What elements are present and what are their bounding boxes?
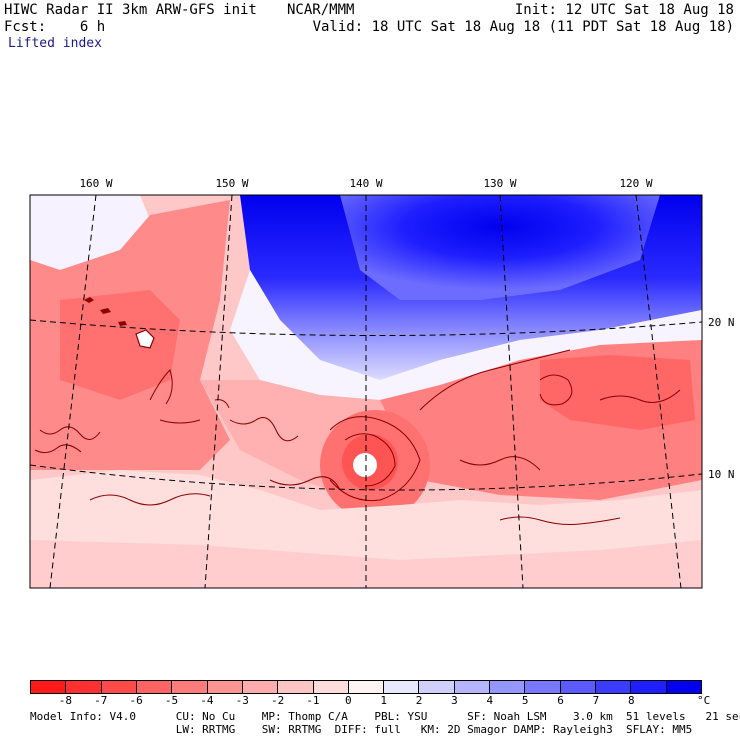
colorbar-tick-label: -8 — [58, 694, 72, 707]
colorbar-swatch — [560, 681, 596, 693]
colorbar-tick-label: -7 — [94, 694, 108, 707]
colorbar-swatch — [348, 681, 385, 693]
colorbar-swatch — [101, 681, 137, 693]
colorbar-swatch — [454, 681, 491, 693]
colorbar-tick-label: -3 — [235, 694, 249, 707]
colorbar-tick-label: -5 — [164, 694, 179, 707]
colorbar-tick-label: 7 — [592, 694, 600, 707]
li-contours — [34, 349, 681, 525]
colorbar-tick-label: -1 — [306, 694, 320, 707]
lon-label-120w: 120 W — [619, 177, 653, 190]
colorbar-tick-label: 4 — [486, 694, 494, 707]
lon-label-130w: 130 W — [483, 177, 517, 190]
colorbar-tick-label: 8 — [627, 694, 635, 707]
colorbar-swatch — [242, 681, 279, 693]
model-title: HIWC Radar II 3km ARW-GFS init — [4, 2, 257, 18]
colorbar-tick-label: 5 — [521, 694, 529, 707]
forecast-hour: Fcst: 6 h — [4, 19, 106, 35]
lon-label-160w: 160 W — [79, 177, 113, 190]
colorbar-tick-label: 3 — [451, 694, 458, 707]
colorbar-tick-label: 6 — [557, 694, 564, 707]
valid-time: Valid: 18 UTC Sat 18 Aug 18 (11 PDT Sat … — [312, 19, 734, 35]
colorbar-swatch — [596, 681, 632, 693]
colorbar-tick-label: 0 — [345, 694, 352, 707]
colorbar-swatch — [31, 681, 67, 693]
colorbar-tick-label: -4 — [200, 694, 214, 707]
colorbar-swatch — [631, 681, 667, 693]
colorbar-swatch — [419, 681, 455, 693]
colorbar-swatch — [207, 681, 243, 693]
colorbar-tick-label: -2 — [270, 694, 285, 707]
footer-line-2: LW: RRTMG SW: RRTMG DIFF: full KM: 2D Sm… — [30, 723, 693, 736]
colorbar-tick-label: -6 — [129, 694, 143, 707]
organization-label: NCAR/MMM — [287, 2, 355, 18]
footer-line-1: Model Info: V4.0 CU: No Cu MP: Thomp C/A… — [30, 710, 740, 723]
colorbar-swatch — [136, 681, 173, 693]
lat-label-20n: 20 N — [708, 316, 735, 329]
map-frame — [29, 194, 703, 589]
colorbar-swatch — [666, 681, 701, 693]
field-name: Lifted index — [8, 36, 102, 51]
colorbar-swatch — [525, 681, 561, 693]
colorbar-unit: °C — [697, 694, 711, 707]
colorbar — [30, 680, 702, 694]
colorbar-tick-label: 1 — [380, 694, 387, 707]
lon-label-140w: 140 W — [349, 177, 383, 190]
graticule — [30, 195, 702, 588]
init-time: Init: 12 UTC Sat 18 Aug 18 — [514, 2, 734, 18]
colorbar-swatch — [66, 681, 102, 693]
colorbar-swatch — [313, 681, 349, 693]
colorbar-swatch — [384, 681, 420, 693]
colorbar-swatch — [490, 681, 526, 693]
lon-label-150w: 150 W — [215, 177, 249, 190]
colorbar-swatch — [278, 681, 314, 693]
lat-label-10n: 10 N — [708, 468, 735, 481]
hawaii-islands — [84, 297, 155, 349]
colorbar-swatch — [172, 681, 208, 693]
colorbar-tick-label: 2 — [415, 694, 423, 707]
